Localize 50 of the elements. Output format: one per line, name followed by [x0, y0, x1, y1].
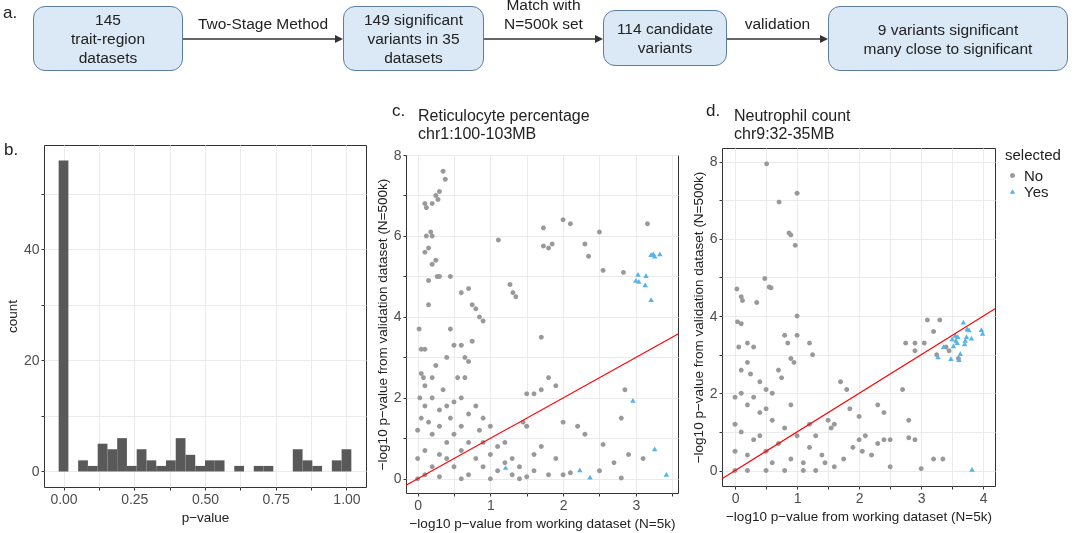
- process-box: 149 significant variants in 35 datasets: [343, 6, 484, 71]
- x-tick-label: 3: [917, 489, 926, 506]
- y-tick-label: 2: [709, 384, 718, 401]
- legend-label: Yes: [1024, 182, 1049, 200]
- text: validation: [743, 14, 812, 33]
- y-tick-label: 6: [709, 230, 718, 247]
- x-tick-label: 1: [486, 496, 495, 513]
- x-tick-label: 0: [414, 496, 423, 513]
- y-tick-label: 8: [393, 146, 402, 163]
- chart-subtitle: chr1:100-103MB: [418, 125, 537, 142]
- x-tick-label: 2: [559, 496, 568, 513]
- y-tick-label: 0: [31, 462, 40, 479]
- text: d.: [706, 101, 721, 121]
- x-tick-label: 1: [793, 489, 802, 506]
- y-tick-label: 4: [393, 308, 402, 325]
- y-tick-label: 40: [23, 240, 40, 257]
- x-tick-label: 0.75: [262, 490, 291, 507]
- process-box: 145 trait-region datasets: [33, 6, 183, 71]
- text: c.: [392, 101, 406, 121]
- x-axis-title: −log10 p−value from working dataset (N=5k): [409, 515, 676, 531]
- text: Two-Stage Method: [196, 14, 330, 33]
- x-tick-label: 0.50: [191, 490, 220, 507]
- chart-subtitle: chr9:32-35MB: [734, 125, 835, 142]
- x-tick-label: 0.00: [50, 490, 78, 507]
- x-tick-label: 1.00: [333, 490, 361, 507]
- y-axis-title: count: [4, 299, 20, 334]
- legend-title: selected: [1005, 146, 1061, 163]
- x-tick-label: 2: [855, 489, 864, 506]
- y-tick-label: 8: [709, 153, 718, 170]
- x-tick-label: 3: [632, 496, 641, 513]
- y-tick-label: 0: [709, 462, 718, 479]
- process-box: 9 variants significant many close to significant: [828, 6, 1068, 71]
- y-axis-title: −log10 p−value from validation dataset (N=500k): [690, 171, 706, 464]
- y-tick-label: 2: [393, 389, 402, 406]
- y-axis-title: −log10 p−value from validation dataset (N=500k): [374, 178, 390, 471]
- x-axis-title: −log10 p−value from working dataset (N=5k): [725, 508, 993, 524]
- text: a.: [3, 3, 18, 23]
- x-axis-title: p−value: [181, 509, 230, 525]
- y-tick-label: 6: [393, 227, 402, 244]
- y-tick-label: 20: [23, 351, 40, 368]
- x-tick-label: 0.25: [121, 490, 149, 507]
- chart-title: Neutrophil count: [734, 107, 852, 124]
- y-tick-label: 4: [709, 307, 718, 324]
- chart-title: Reticulocyte percentage: [418, 107, 590, 124]
- process-box: 114 candidate variants: [603, 10, 727, 66]
- text: b.: [4, 140, 19, 160]
- x-tick-label: 0: [731, 489, 740, 506]
- legend-label: No: [1024, 166, 1044, 184]
- y-tick-label: 0: [393, 470, 402, 487]
- x-tick-label: 4: [979, 489, 988, 506]
